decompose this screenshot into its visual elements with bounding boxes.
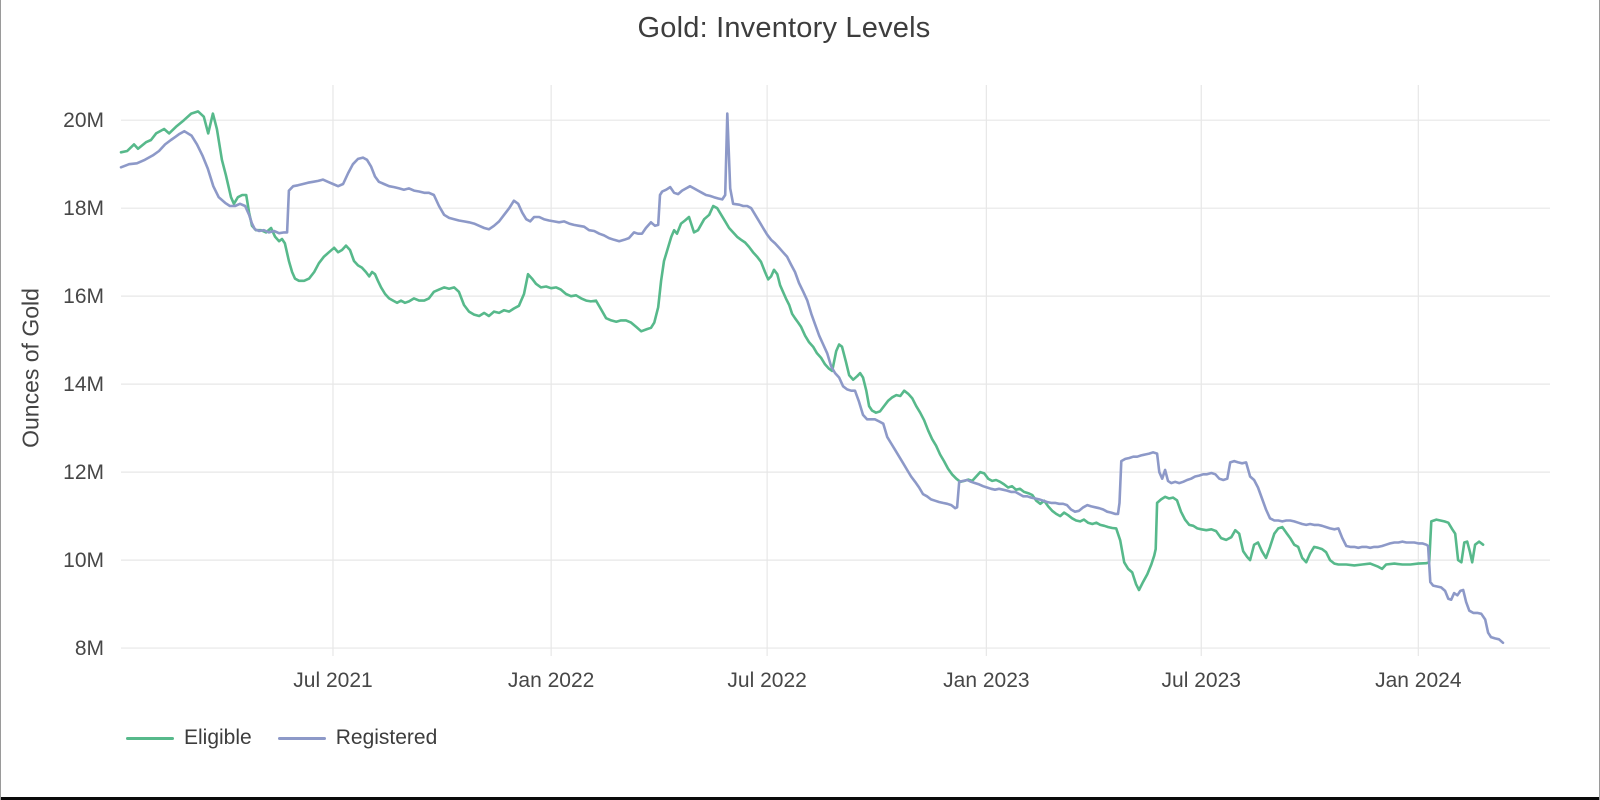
chart-title: Gold: Inventory Levels: [637, 12, 931, 44]
svg-text:Jul 2021: Jul 2021: [293, 669, 372, 692]
svg-text:14M: 14M: [63, 373, 104, 396]
svg-text:8M: 8M: [75, 637, 104, 660]
window-bottom-frame: [1, 797, 1599, 800]
svg-text:20M: 20M: [63, 109, 104, 132]
eligible-line-swatch: [126, 736, 174, 740]
svg-text:16M: 16M: [63, 285, 104, 308]
svg-text:Jan 2023: Jan 2023: [943, 669, 1029, 692]
svg-text:10M: 10M: [63, 549, 104, 572]
legend-item-registered[interactable]: Registered: [277, 726, 438, 750]
legend: Eligible Registered: [126, 726, 437, 750]
legend-label-eligible: Eligible: [184, 726, 252, 749]
svg-text:Jan 2022: Jan 2022: [508, 669, 594, 692]
legend-item-eligible[interactable]: Eligible: [126, 726, 252, 750]
legend-label-registered: Registered: [335, 726, 438, 749]
svg-text:Jan 2024: Jan 2024: [1375, 669, 1462, 692]
svg-text:Jul 2022: Jul 2022: [727, 669, 806, 692]
svg-text:12M: 12M: [63, 461, 104, 484]
svg-text:18M: 18M: [63, 197, 104, 220]
svg-text:Jul 2023: Jul 2023: [1162, 669, 1241, 692]
registered-line-swatch: [277, 736, 326, 740]
